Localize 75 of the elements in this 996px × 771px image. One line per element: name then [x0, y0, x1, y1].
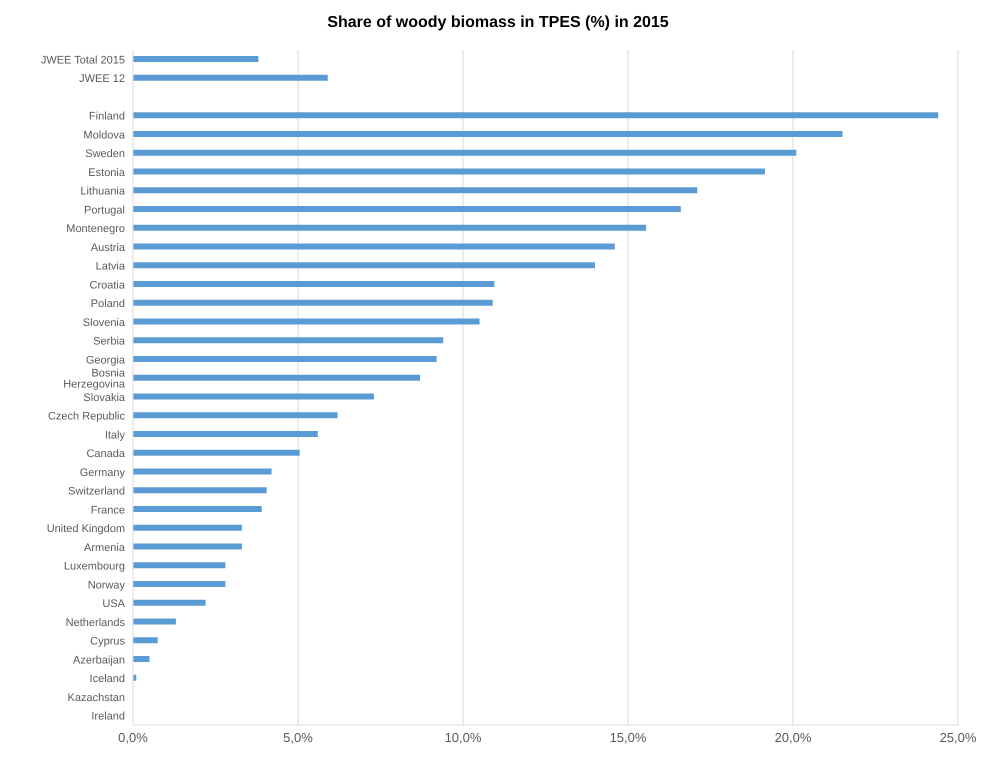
y-tick-label: Finland — [88, 110, 125, 123]
y-tick-label: Canada — [86, 448, 126, 460]
bar — [133, 412, 338, 418]
y-tick-label: Georgia — [86, 354, 126, 366]
y-tick-label: Lithuania — [80, 186, 126, 198]
x-tick-label: 25,0% — [940, 730, 977, 746]
y-tick-label: Croatia — [90, 279, 126, 292]
bar — [133, 431, 318, 437]
y-tick-label: Bosnia Herzegovina — [63, 368, 126, 391]
x-tick-label: 10,0% — [444, 730, 482, 746]
y-tick-label: Netherlands — [66, 616, 126, 629]
y-tick-label: Serbia — [93, 336, 126, 348]
bar — [133, 374, 420, 381]
bar — [133, 524, 242, 531]
x-tick-label: 20,0% — [774, 730, 812, 746]
y-tick-label: Slovenia — [82, 316, 126, 329]
bar — [133, 206, 681, 212]
bar — [133, 300, 493, 306]
chart-title: Share of woody biomass in TPES (%) in 2015 — [326, 13, 670, 33]
y-tick-label: Slovakia — [83, 392, 126, 404]
bar — [133, 187, 698, 194]
y-tick-label: Azerbaijan — [73, 654, 125, 666]
bar — [133, 168, 765, 174]
bar — [133, 581, 226, 587]
y-tick-label: JWEE 12 — [79, 73, 125, 86]
bar — [133, 318, 480, 324]
y-tick-label: JWEE Total 2015 — [40, 54, 125, 66]
y-tick-label: Sweden — [85, 148, 125, 160]
y-tick-label: Switzerland — [68, 486, 125, 498]
x-tick-label: 15,0% — [610, 730, 647, 746]
bar — [133, 356, 437, 362]
bar — [133, 506, 262, 512]
y-tick-label: USA — [102, 598, 126, 610]
x-tick-label: 0,0% — [118, 730, 148, 746]
y-tick-label: Ireland — [91, 710, 125, 723]
bar — [133, 56, 258, 62]
y-tick-label: Germany — [80, 466, 126, 479]
y-tick-label: Iceland — [90, 673, 125, 686]
y-tick-label: Luxembourg — [64, 560, 125, 573]
y-tick-label: Armenia — [84, 542, 126, 554]
bar — [133, 468, 272, 474]
bar — [133, 224, 646, 231]
y-tick-label: Cyprus — [90, 636, 126, 648]
y-tick-label: Latvia — [96, 260, 126, 273]
bar — [133, 131, 842, 137]
bar — [133, 450, 300, 456]
y-tick-label: Norway — [88, 579, 126, 592]
y-tick-label: United Kingdom — [46, 523, 125, 536]
bar — [133, 544, 242, 550]
bar — [133, 656, 150, 662]
y-tick-label: France — [90, 504, 125, 516]
bar — [133, 337, 444, 344]
bar — [133, 394, 374, 400]
y-tick-label: Montenegro — [66, 223, 125, 236]
bar — [133, 281, 494, 287]
bar — [133, 674, 136, 681]
y-tick-label: Czech Republic — [48, 410, 126, 423]
bar — [133, 262, 595, 268]
bar — [133, 150, 796, 156]
bar — [133, 637, 158, 644]
y-tick-label: Estonia — [88, 166, 126, 179]
y-tick-label: Poland — [90, 298, 125, 310]
bar — [133, 244, 615, 250]
bar — [133, 562, 226, 568]
bar — [133, 112, 938, 118]
y-tick-label: Portugal — [84, 204, 125, 216]
y-tick-label: Italy — [104, 429, 126, 442]
x-tick-label: 5,0% — [283, 730, 314, 746]
bar — [133, 487, 267, 494]
y-tick-label: Moldova — [83, 129, 126, 142]
bar — [133, 600, 206, 606]
bar — [133, 618, 176, 624]
bar — [133, 74, 328, 81]
y-tick-label: Kazachstan — [68, 692, 125, 704]
y-tick-label: Austria — [90, 242, 126, 254]
